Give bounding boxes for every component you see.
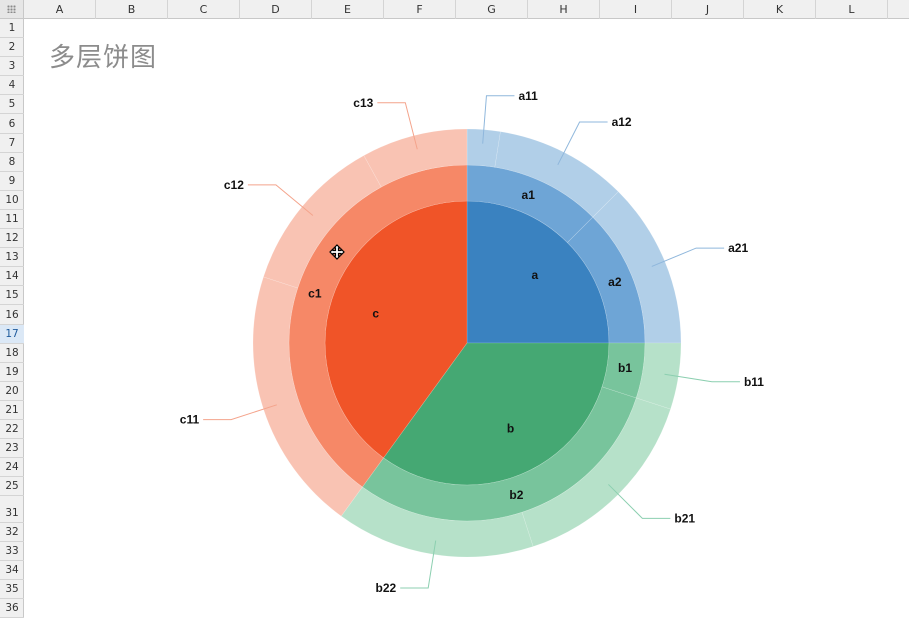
column-header-i[interactable]: I <box>600 0 672 19</box>
row-header-7[interactable]: 7 <box>0 134 24 153</box>
row-header-31[interactable]: 31 <box>0 504 24 523</box>
leader-line-a11 <box>482 95 515 144</box>
select-all-corner[interactable] <box>0 0 24 19</box>
row-header-2[interactable]: 2 <box>0 38 24 58</box>
row-header-10[interactable]: 10 <box>0 191 24 210</box>
label-a: a <box>532 268 539 282</box>
label-b11: b11 <box>744 375 764 389</box>
row-header-9[interactable]: 9 <box>0 172 24 191</box>
slice-b22[interactable] <box>340 486 534 558</box>
row-header-3[interactable]: 3 <box>0 57 24 77</box>
label-b1: b1 <box>618 361 632 375</box>
slice-c13[interactable] <box>363 128 468 188</box>
row-header-21[interactable]: 21 <box>0 401 24 421</box>
label-c13: c13 <box>353 96 373 110</box>
row-header-34[interactable]: 34 <box>0 561 24 580</box>
row-header-8[interactable]: 8 <box>0 153 24 172</box>
leader-line-c13 <box>377 102 418 150</box>
label-b21: b21 <box>674 511 695 525</box>
label-c11: c11 <box>180 413 200 427</box>
label-a2: a2 <box>608 275 622 289</box>
leader-line-b22 <box>400 540 437 589</box>
column-header-c[interactable]: C <box>168 0 240 19</box>
row-header-32[interactable]: 32 <box>0 523 24 542</box>
label-c1: c1 <box>308 287 322 301</box>
leader-line-a21 <box>651 247 725 267</box>
column-header-h[interactable]: H <box>528 0 600 19</box>
column-header-d[interactable]: D <box>240 0 312 19</box>
row-header-35[interactable]: 35 <box>0 580 24 599</box>
row-header-17[interactable]: 17 <box>0 324 24 344</box>
column-header-l[interactable]: L <box>816 0 888 19</box>
row-header-25[interactable]: 25 <box>0 477 24 497</box>
row-header-33[interactable]: 33 <box>0 542 24 561</box>
column-header-f[interactable]: F <box>384 0 456 19</box>
row-header-5[interactable]: 5 <box>0 95 24 115</box>
slice-b21[interactable] <box>521 397 671 547</box>
row-header-13[interactable]: 13 <box>0 248 24 268</box>
label-c: c <box>372 306 379 320</box>
label-b2: b2 <box>509 488 523 502</box>
leader-line-b11 <box>664 373 740 383</box>
slice-b1[interactable] <box>601 342 646 399</box>
column-header-g[interactable]: G <box>456 0 528 19</box>
leader-line-a12 <box>557 121 608 166</box>
leader-line-c11 <box>203 404 277 421</box>
column-header-b[interactable]: B <box>96 0 168 19</box>
row-header-11[interactable]: 11 <box>0 210 24 230</box>
column-header-a[interactable]: A <box>24 0 96 19</box>
row-header-15[interactable]: 15 <box>0 286 24 306</box>
chart-title: 多层饼图 <box>49 43 158 73</box>
label-a11: a11 <box>518 89 538 103</box>
row-header-16[interactable]: 16 <box>0 306 24 325</box>
label-b22: b22 <box>376 581 397 595</box>
slice-a[interactable] <box>466 200 610 344</box>
label-c12: c12 <box>224 178 244 192</box>
row-header-6[interactable]: 6 <box>0 115 24 134</box>
column-header-j[interactable]: J <box>672 0 744 19</box>
row-header-24[interactable]: 24 <box>0 458 24 478</box>
row-header-bar: 1 2 3 4 5 6 7 8 9 10 11 12 13 14 15 16 17 18 19 20 21 22 23 24 2… <box>0 19 24 618</box>
row-header-19[interactable]: 19 <box>0 363 24 382</box>
row-header-23[interactable]: 23 <box>0 439 24 459</box>
row-header-12[interactable]: 12 <box>0 229 24 249</box>
slice-a11[interactable] <box>466 128 501 168</box>
label-a12: a12 <box>612 115 632 129</box>
leader-line-b21 <box>608 484 671 519</box>
slice-b11[interactable] <box>635 342 682 410</box>
column-header-e[interactable]: E <box>312 0 384 19</box>
row-header-18[interactable]: 18 <box>0 344 24 363</box>
column-header-k[interactable]: K <box>744 0 816 19</box>
row-header-20[interactable]: 20 <box>0 382 24 401</box>
leader-line-c12 <box>247 184 314 216</box>
row-header-4[interactable]: 4 <box>0 76 24 96</box>
label-b: b <box>507 422 514 436</box>
row-header-1[interactable]: 1 <box>0 19 24 39</box>
label-a1: a1 <box>522 188 536 202</box>
row-header-14[interactable]: 14 <box>0 267 24 287</box>
row-header-22[interactable]: 22 <box>0 420 24 440</box>
label-a21: a21 <box>728 241 748 255</box>
